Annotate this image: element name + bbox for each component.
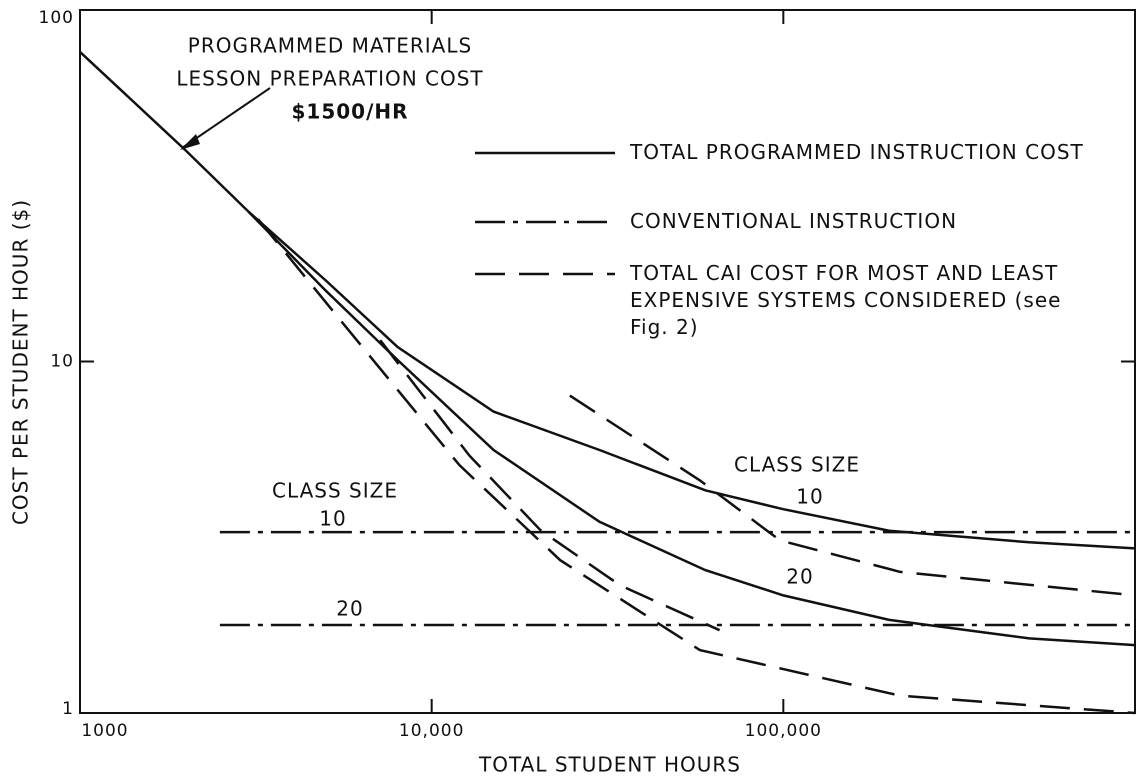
series-line [257,218,1136,715]
x-tick-label: 10,000 [399,721,464,741]
annotation: $1500/HR [291,100,408,124]
y-axis-title: COST PER STUDENT HOUR ($) [9,199,33,525]
annotation: CLASS SIZE [734,453,860,477]
plot-frame [79,9,1136,714]
annotation: 20 [336,597,363,621]
annotation: 10 [796,485,823,509]
arrow-head [180,134,200,150]
x-tick-label: 1000 [81,721,128,741]
annotation: 20 [786,565,813,589]
legend-label: CONVENTIONAL INSTRUCTION [630,209,957,233]
x-tick-label: 100,000 [745,721,822,741]
legend-label: TOTAL PROGRAMMED INSTRUCTION COST [629,140,1084,164]
annotation: 10 [319,507,346,531]
y-tick-label: 100 [39,8,74,28]
y-tick-label: 1 [62,699,74,719]
y-tick-label: 10 [50,352,74,372]
annotation: CLASS SIZE [272,479,398,503]
x-axis-title: TOTAL STUDENT HOURS [478,753,741,777]
legend-label: TOTAL CAI COST FOR MOST AND LEAST EXPENS… [629,261,1069,339]
annotation: LESSON PREPARATION COST [176,67,483,91]
annotation: PROGRAMMED MATERIALS [188,34,472,58]
